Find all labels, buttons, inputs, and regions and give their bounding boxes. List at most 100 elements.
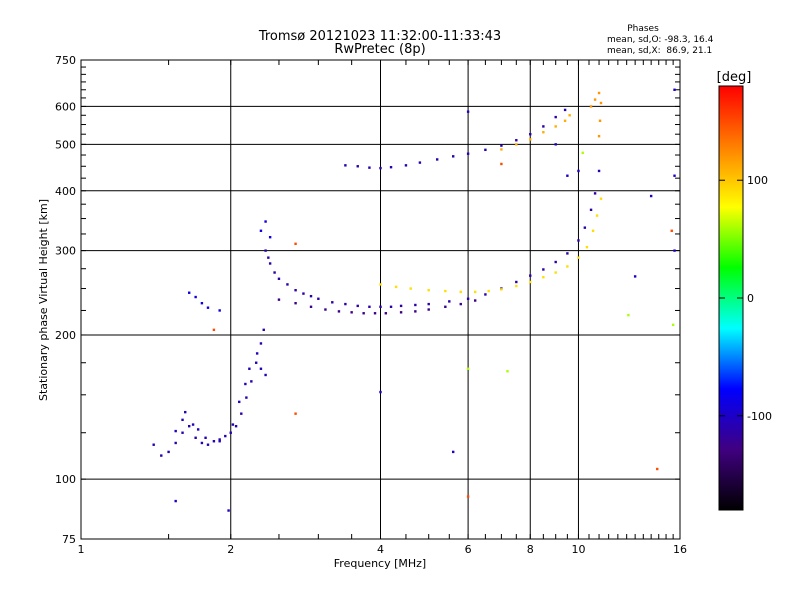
data-point [473, 299, 477, 302]
data-point [344, 164, 347, 167]
data-point [229, 431, 232, 434]
data-point [566, 265, 569, 268]
phase-stats-o: mean, sd,O: -98.3, 16.4 [607, 35, 714, 45]
data-points [152, 88, 676, 512]
data-point [598, 119, 602, 122]
data-point [262, 328, 265, 332]
data-point [633, 275, 637, 278]
data-point [206, 306, 210, 309]
data-point [542, 268, 545, 271]
data-point [427, 308, 430, 311]
y-tick-label: 400 [55, 185, 76, 198]
data-point [267, 256, 270, 259]
data-point [238, 400, 241, 404]
data-point [379, 283, 382, 286]
data-point [554, 115, 557, 119]
y-tick-label: 750 [55, 54, 76, 67]
data-point [542, 125, 545, 128]
data-point [597, 169, 601, 173]
data-point [448, 300, 451, 303]
x-tick-labels: 1 2 4 6 8 10 16 [78, 543, 688, 556]
data-point [554, 271, 557, 274]
data-point [204, 436, 207, 439]
data-point [264, 249, 267, 252]
data-point [368, 305, 371, 308]
data-point [254, 361, 258, 364]
data-point [484, 293, 487, 296]
data-point [277, 298, 281, 301]
data-point [394, 285, 398, 289]
data-point [671, 323, 675, 327]
data-point [529, 280, 532, 284]
data-point [373, 312, 377, 315]
data-point [324, 308, 327, 311]
colorbar-tick-label: -100 [747, 410, 772, 423]
data-point [350, 311, 353, 314]
data-point [593, 192, 597, 195]
data-point [184, 410, 187, 414]
y-tick-labels: 75 100 200 300 400 500 600 750 [55, 54, 76, 546]
data-point [259, 342, 263, 345]
x-tick-label: 6 [465, 543, 472, 556]
data-point [515, 139, 518, 142]
data-point [515, 284, 518, 288]
data-point [268, 235, 272, 239]
data-point [337, 310, 341, 313]
data-point [302, 292, 305, 295]
y-tick-label: 75 [62, 533, 76, 546]
data-point [362, 312, 365, 315]
data-point [451, 155, 455, 158]
x-tick-label: 1 [78, 543, 85, 556]
chart-title: Tromsø 20121023 11:32:00-11:33:43 [258, 29, 501, 44]
data-point [515, 143, 518, 146]
x-tick-label: 16 [673, 543, 687, 556]
data-point [554, 125, 557, 128]
data-point [435, 158, 439, 161]
data-point [466, 152, 470, 155]
data-point [500, 288, 503, 291]
data-point [542, 276, 545, 279]
colorbar-tick-label: 0 [747, 292, 754, 305]
y-tick-label: 600 [55, 100, 76, 113]
data-point [577, 239, 580, 242]
data-point [444, 305, 447, 308]
data-point [466, 297, 470, 300]
data-point [581, 151, 584, 155]
x-tick-label: 2 [227, 543, 234, 556]
x-tick-label: 8 [527, 543, 534, 556]
phase-stats-heading: Phases [627, 24, 659, 34]
data-point [234, 424, 238, 428]
data-point [218, 309, 221, 312]
data-point [218, 438, 221, 441]
data-point [568, 114, 571, 117]
data-point [264, 220, 267, 223]
y-tick-label: 300 [55, 245, 76, 258]
data-point [566, 252, 569, 255]
chart-subtitle: RwPretec (8p) [334, 42, 425, 57]
data-point [529, 138, 532, 141]
data-point [344, 302, 347, 306]
data-point [255, 352, 259, 355]
data-point [399, 311, 403, 314]
data-point [583, 226, 587, 229]
data-point [529, 132, 532, 136]
data-point [194, 436, 197, 439]
data-point [577, 256, 580, 259]
data-point [389, 305, 393, 308]
data-point [673, 249, 676, 252]
data-point [599, 197, 603, 200]
data-point [500, 144, 503, 147]
data-point [563, 119, 567, 122]
data-point [181, 418, 184, 422]
data-point [294, 301, 297, 305]
data-point [589, 208, 593, 212]
data-point [473, 290, 477, 294]
data-point [627, 313, 630, 317]
colorbar-label: [deg] [717, 70, 752, 85]
data-point [152, 443, 155, 446]
data-point [294, 412, 297, 415]
colorbar-tick-label: 100 [747, 174, 768, 187]
plot-frame [80, 59, 681, 540]
data-point [160, 454, 163, 457]
data-point [444, 289, 447, 293]
